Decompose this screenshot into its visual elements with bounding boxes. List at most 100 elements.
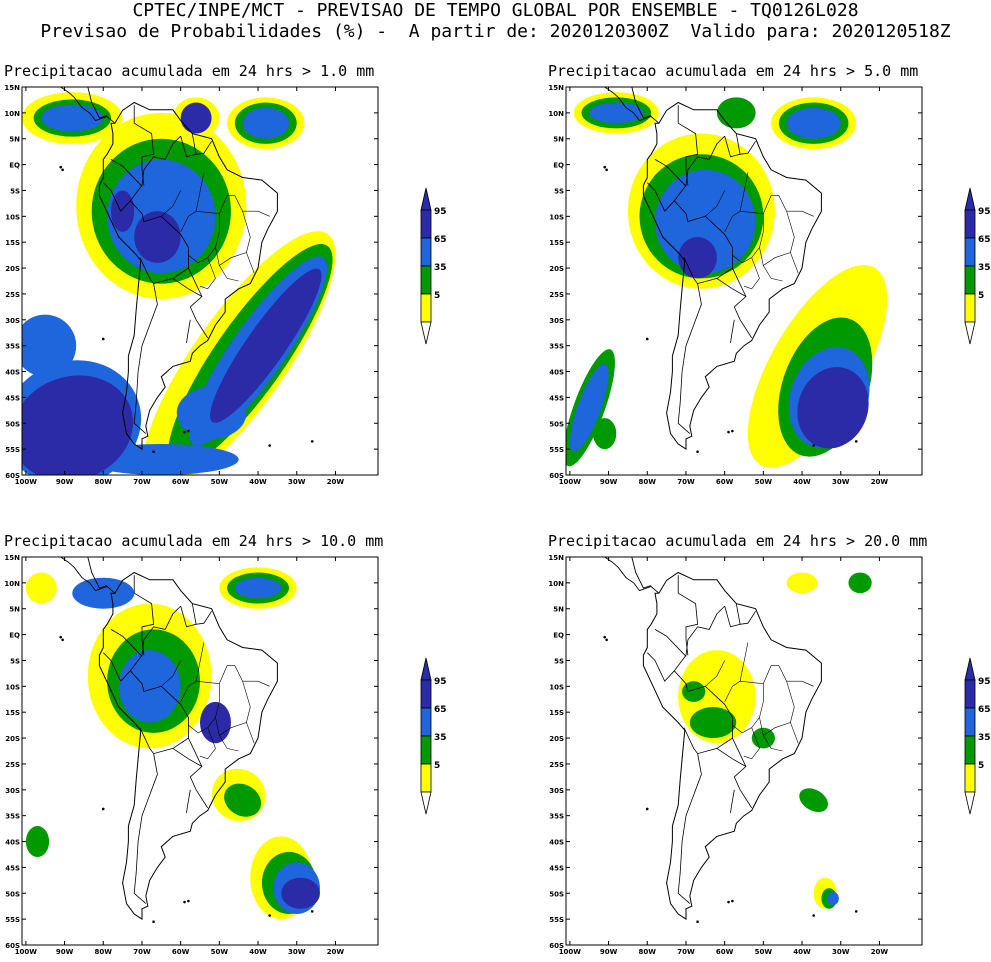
prob-95-contour [180, 102, 212, 134]
country-border [732, 267, 747, 297]
lat-tick-label: 5N [553, 136, 564, 144]
prob-35-contour [689, 707, 737, 739]
lon-tick-label: 90W [600, 478, 618, 486]
island [268, 444, 271, 447]
lat-tick-label: 40S [5, 369, 20, 377]
lon-tick-label: 20W [327, 948, 345, 956]
country-border [133, 105, 155, 186]
lat-tick-label: 5N [9, 606, 20, 614]
lat-tick-label: 30S [5, 317, 20, 325]
lon-tick-label: 80W [95, 478, 113, 486]
country-border [730, 319, 735, 344]
colorbar-segment [964, 293, 976, 323]
colorbar-label: 65 [978, 705, 991, 715]
colorbar: 95 65 35 5 [420, 657, 447, 815]
colorbar-label: 95 [978, 207, 991, 217]
country-border [677, 753, 702, 904]
colorbar-segment [420, 209, 432, 239]
coastline-central-america [51, 557, 116, 594]
coastline-south-america [98, 571, 278, 921]
colorbar-segment [964, 679, 976, 709]
state-border [180, 210, 220, 264]
country-border [129, 135, 189, 285]
map-panel-20mm: Precipitacao acumulada em 24 hrs > 20.0 … [544, 532, 991, 962]
lat-tick-label: 45S [5, 864, 20, 872]
island [183, 430, 186, 434]
state-border [759, 665, 795, 736]
colorbar-segment [420, 735, 432, 765]
prob-35-contour [593, 418, 617, 450]
country-border [188, 737, 203, 767]
colorbar-label: 35 [434, 263, 447, 273]
lat-tick-label: 5S [554, 187, 564, 195]
lon-tick-label: 90W [56, 478, 74, 486]
island [101, 337, 105, 341]
lat-tick-label: 45S [549, 864, 564, 872]
lon-tick-label: 70W [133, 478, 151, 486]
colorbar-label: 95 [434, 677, 447, 687]
lon-tick-label: 60W [716, 948, 734, 956]
colorbar-label: 65 [434, 705, 447, 715]
island [310, 440, 314, 443]
country-border [191, 603, 212, 625]
island [645, 807, 649, 811]
lat-tick-label: 15S [549, 239, 564, 247]
coastline-south-america [642, 101, 822, 451]
lat-tick-label: EQ [9, 632, 20, 640]
lon-tick-label: 50W [755, 948, 773, 956]
lat-tick-label: 60S [5, 942, 20, 950]
country-border [186, 789, 191, 814]
prob-95-contour [200, 701, 231, 744]
state-border [790, 252, 799, 274]
colorbar-label: 35 [434, 733, 447, 743]
island [152, 450, 155, 454]
prob-65-contour [569, 363, 609, 452]
lat-tick-label: 35S [5, 343, 20, 351]
map-frame [565, 86, 923, 476]
lat-tick-label: 15N [4, 84, 20, 92]
lat-tick-label: 15S [5, 239, 20, 247]
colorbar-segment [964, 209, 976, 239]
colorbar: 95 65 35 5 [964, 187, 991, 345]
state-border [195, 642, 205, 682]
colorbar: 95 65 35 5 [964, 657, 991, 815]
colorbar-segment [420, 679, 432, 709]
lon-tick-label: 70W [677, 948, 695, 956]
state-border [246, 252, 255, 274]
lon-tick-label: 60W [716, 478, 734, 486]
island [645, 337, 649, 341]
colorbar-segment [964, 763, 976, 793]
lat-tick-label: 35S [549, 813, 564, 821]
state-border [242, 680, 270, 687]
country-border [103, 182, 131, 212]
country-border [103, 652, 131, 682]
lon-tick-label: 80W [95, 948, 113, 956]
prob-95-contour [678, 237, 717, 279]
prob-95-contour [797, 367, 869, 449]
state-border [743, 257, 760, 290]
island [696, 920, 699, 924]
state-border [739, 642, 749, 682]
island [812, 914, 815, 917]
island [61, 638, 64, 642]
map-figure: 15N 10N 5N EQ 5S 10S 15S 20S 25S 30S 35S 40S 45S 50S 5… [4, 554, 447, 956]
state-border [743, 727, 760, 760]
country-border [133, 753, 158, 904]
lat-tick-label: 35S [5, 813, 20, 821]
state-border [790, 722, 799, 744]
state-border [242, 210, 270, 217]
lat-tick-label: 10N [548, 110, 564, 118]
country-border [677, 575, 699, 656]
country-border [724, 605, 741, 628]
colorbar-label: 65 [978, 235, 991, 245]
lat-tick-label: 20S [549, 735, 564, 743]
map-panel-10mm: Precipitacao acumulada em 24 hrs > 10.0 … [0, 532, 460, 962]
prob-95-contour [210, 268, 322, 423]
map-background [22, 557, 378, 945]
colorbar-segment [420, 707, 432, 737]
lon-tick-label: 20W [871, 948, 889, 956]
lon-tick-label: 30W [832, 478, 850, 486]
coastline-central-america [51, 87, 116, 124]
prob-95-contour [22, 375, 134, 475]
state-border [195, 172, 205, 212]
